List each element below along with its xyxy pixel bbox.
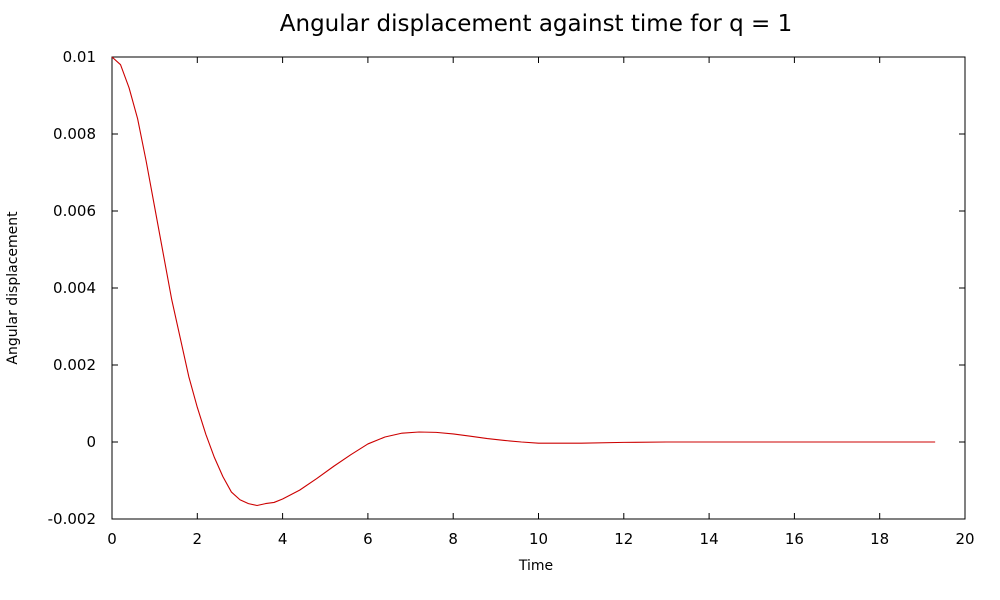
y-ticks: -0.002 0 0.002 0.004 0.006 0.008 0.01 bbox=[48, 48, 965, 528]
y-tick-label: 0 bbox=[86, 433, 96, 451]
x-tick-label: 6 bbox=[363, 530, 373, 548]
y-tick-label: 0.008 bbox=[53, 125, 96, 143]
plot-area bbox=[111, 56, 966, 520]
x-tick-label: 12 bbox=[614, 530, 633, 548]
x-axis-label: Time bbox=[518, 558, 553, 574]
x-tick-label: 10 bbox=[529, 530, 548, 548]
series-layer bbox=[111, 56, 936, 507]
x-tick-label: 2 bbox=[193, 530, 203, 548]
x-tick-label: 4 bbox=[278, 530, 288, 548]
x-tick-label: 8 bbox=[448, 530, 458, 548]
x-ticks: 0 2 4 6 8 10 12 14 16 18 20 bbox=[107, 57, 975, 548]
chart-title: Angular displacement against time for q … bbox=[280, 11, 792, 37]
series-line-0 bbox=[111, 56, 936, 507]
x-tick-label: 20 bbox=[955, 530, 974, 548]
y-tick-label: 0.004 bbox=[53, 279, 96, 297]
y-axis-label: Angular displacement bbox=[5, 211, 21, 365]
y-tick-label: 0.006 bbox=[53, 202, 96, 220]
y-tick-label: 0.002 bbox=[53, 356, 96, 374]
plot-frame bbox=[111, 56, 966, 520]
y-tick-label: 0.01 bbox=[63, 48, 96, 66]
x-tick-label: 16 bbox=[785, 530, 804, 548]
y-tick-label: -0.002 bbox=[48, 510, 96, 528]
x-tick-label: 0 bbox=[107, 530, 117, 548]
x-tick-label: 14 bbox=[700, 530, 719, 548]
x-tick-label: 18 bbox=[870, 530, 889, 548]
